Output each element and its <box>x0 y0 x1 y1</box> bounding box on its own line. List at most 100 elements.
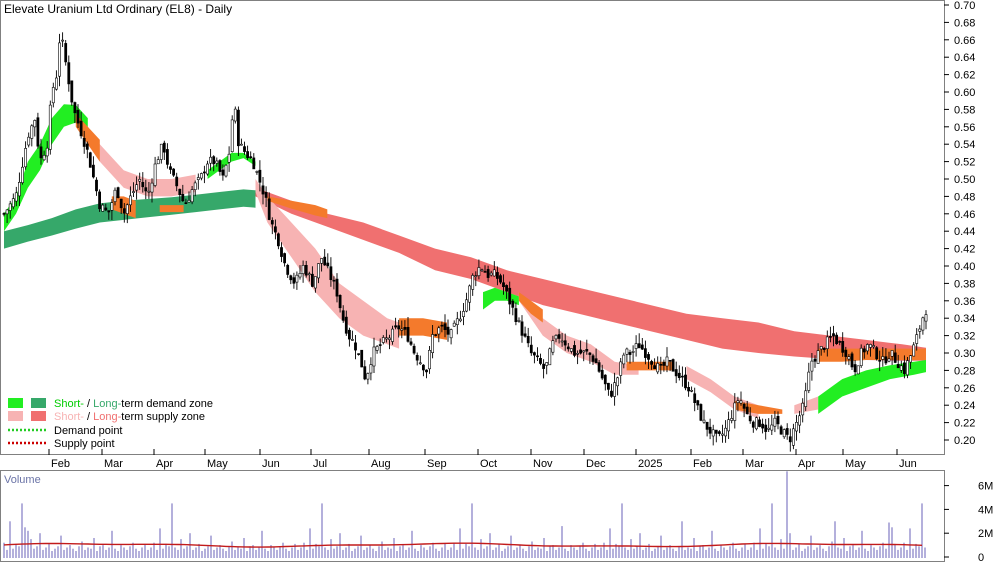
candle-body <box>462 311 465 317</box>
legend-demand-short: Short- <box>54 398 84 410</box>
candle-body <box>847 356 851 360</box>
candle-body <box>317 263 320 279</box>
price-y-tick-label: 0.48 <box>954 191 975 203</box>
candle-body <box>45 147 49 157</box>
candle-body <box>906 360 909 376</box>
candle-body <box>215 160 219 164</box>
candle-body <box>536 355 539 358</box>
candle-body <box>138 179 142 182</box>
candle-body <box>125 204 129 215</box>
candle-body <box>33 120 37 128</box>
candle-body <box>804 390 808 407</box>
candle-body <box>773 417 777 427</box>
candle-body <box>819 346 823 350</box>
candle-body <box>381 337 385 343</box>
candle-body <box>446 326 450 335</box>
candle-body <box>714 429 718 434</box>
candle-body <box>406 326 410 342</box>
candle-body <box>240 143 243 146</box>
candle-body <box>754 417 758 430</box>
candle-body <box>677 372 681 379</box>
candle-body <box>162 142 166 153</box>
candle-body <box>425 369 428 373</box>
candle-body <box>8 203 12 211</box>
legend-supply-point: Supply point <box>54 438 115 450</box>
candle-body <box>582 350 586 353</box>
candle-body <box>665 356 669 367</box>
candle-body <box>27 136 31 146</box>
candle-body <box>856 365 860 375</box>
candle-body <box>742 403 746 409</box>
candle-body <box>5 209 9 215</box>
price-x-axis: Feb Mar Apr May Jun Jul Aug Sep Oct Nov Dec 2025 Feb… <box>48 449 917 470</box>
candle-body <box>286 264 290 275</box>
candle-body <box>221 169 225 176</box>
candle-body <box>147 190 151 193</box>
price-x-tick-label: May <box>845 458 866 470</box>
price-y-tick-label: 0.28 <box>954 365 975 377</box>
legend-swatch-short-demand <box>8 398 23 408</box>
candle-body <box>82 138 86 147</box>
candle-body <box>474 275 478 278</box>
candle-body <box>440 324 444 327</box>
candle-body <box>850 353 854 368</box>
candle-body <box>844 349 848 357</box>
price-x-tick-label: May <box>207 458 228 470</box>
candle-body <box>573 345 576 356</box>
candle-body <box>437 327 441 335</box>
candle-body <box>98 191 102 210</box>
volume-y-tick-label: 2M <box>978 528 993 540</box>
candle-body <box>486 269 490 278</box>
candle-body <box>391 328 394 342</box>
legend-demand-long: Long- <box>93 398 121 410</box>
candle-body <box>230 119 234 153</box>
price-y-tick-label: 0.36 <box>954 296 975 308</box>
candle-body <box>915 334 919 344</box>
candle-body <box>76 109 80 124</box>
candle-body <box>144 187 148 192</box>
overlap-band-2 <box>159 205 184 213</box>
price-x-tick-label: 2025 <box>638 458 662 470</box>
candle-body <box>739 400 743 404</box>
candle-body <box>643 348 647 358</box>
candle-body <box>36 117 40 147</box>
candle-body <box>172 168 176 176</box>
candle-body <box>902 362 906 374</box>
candle-body <box>569 348 573 352</box>
price-y-tick-label: 0.52 <box>954 157 975 169</box>
legend-supply-short: Short- <box>54 411 84 423</box>
candle-body <box>659 363 663 366</box>
price-y-tick-label: 0.64 <box>954 52 975 64</box>
legend-supply-zone: Short- / Long-term supply zone <box>54 411 205 423</box>
candle-body <box>909 355 913 363</box>
candle-body <box>338 294 342 309</box>
zone-bands <box>4 104 926 419</box>
price-y-tick-label: 0.26 <box>954 383 975 395</box>
candle-body <box>366 373 370 380</box>
candle-body <box>566 346 570 350</box>
legend-supply-long: Long- <box>93 411 121 423</box>
price-y-tick-label: 0.66 <box>954 35 975 47</box>
price-y-tick-label: 0.42 <box>954 244 975 256</box>
candle-body <box>458 318 462 322</box>
candle-body <box>394 325 398 328</box>
legend-demand-zone: Short- / Long-term demand zone <box>54 398 213 410</box>
candle-body <box>304 264 308 276</box>
candle-body <box>184 202 188 204</box>
candle-body <box>21 166 24 183</box>
candle-body <box>295 274 299 283</box>
candle-body <box>779 426 783 435</box>
candle-body <box>169 166 172 170</box>
candle-body <box>344 316 348 334</box>
candle-body <box>557 334 561 339</box>
candle-body <box>307 273 311 276</box>
candle-body <box>736 400 740 403</box>
candle-body <box>95 179 98 192</box>
price-x-tick-label: Mar <box>745 458 764 470</box>
candle-body <box>563 340 567 346</box>
candle-body <box>449 329 453 339</box>
long-term-demand-zone-band-0 <box>4 189 256 249</box>
candle-body <box>357 353 361 355</box>
candle-body <box>869 344 872 348</box>
